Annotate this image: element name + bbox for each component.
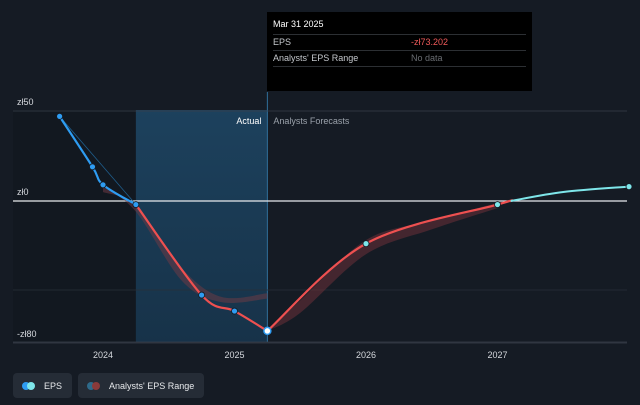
eps-point [231, 307, 238, 315]
eps-point [99, 181, 107, 189]
eps-line-negative [134, 203, 268, 332]
x-tick-label-0: 2024 [93, 350, 113, 360]
eps-point [89, 163, 96, 171]
series-lines [58, 115, 630, 332]
eps-point [56, 113, 64, 120]
forecast-point [625, 183, 633, 191]
legend-eps-range-label: Analysts' EPS Range [109, 380, 195, 391]
eps-point [132, 201, 140, 208]
eps-point [263, 326, 272, 336]
x-tick-label-3: 2027 [487, 350, 507, 360]
forecast-eps-range-band [267, 202, 498, 331]
legend-dot-secondary [92, 381, 101, 390]
hover-tooltip: Mar 31 2025 EPS -zł73.202 Analysts' EPS … [267, 12, 532, 91]
series-points [56, 113, 633, 336]
tooltip-eps-label: EPS [273, 37, 292, 47]
chart-legend: EPS Analysts' EPS Range [13, 373, 205, 398]
forecast-point [494, 201, 501, 208]
eps-legend-icon [22, 381, 38, 390]
forecast-line-positive [510, 185, 630, 202]
past-region [13, 110, 136, 342]
legend-dot-primary [87, 381, 96, 390]
legend-item-eps[interactable]: EPS [13, 373, 73, 398]
eps-range-bands [59, 116, 498, 331]
actual-highlight-region [135, 110, 268, 342]
eps-trend-line [59, 116, 137, 205]
actual-eps-range-band [103, 186, 268, 303]
y-tick-label-2: -zł80 [17, 329, 37, 339]
tooltip-range-value: No data [411, 53, 443, 63]
legend-dot-primary [22, 381, 30, 390]
forecast-line-negative [266, 199, 514, 332]
x-tick-label-1: 2025 [224, 350, 244, 360]
axis-labels: zł50 zł0 -zł80 2024 2025 2026 2027 Actual Analys… [17, 97, 508, 360]
y-tick-label-1: zł0 [17, 187, 29, 197]
tooltip-row-eps: EPS -zł73.202 [273, 34, 526, 50]
eps-range-legend-icon [87, 381, 103, 390]
x-tick-label-2: 2026 [356, 350, 376, 360]
legend-eps-label: EPS [44, 380, 63, 391]
tooltip-eps-value: -zł73.202 [411, 37, 449, 47]
actual-label: Actual [236, 116, 261, 126]
eps-point [198, 291, 206, 299]
legend-dot-secondary [27, 381, 35, 390]
chart-background [13, 92, 268, 342]
grid-lines [13, 110, 627, 344]
forecast-label: Analysts Forecasts [273, 116, 350, 126]
forecast-point [362, 240, 370, 248]
eps-line-positive [58, 115, 137, 206]
y-tick-label-0: zł50 [17, 97, 34, 107]
tooltip-range-label: Analysts' EPS Range [273, 53, 359, 63]
legend-item-eps-range[interactable]: Analysts' EPS Range [78, 373, 205, 398]
tooltip-row-range: Analysts' EPS Range No data [273, 50, 526, 67]
tooltip-date: Mar 31 2025 [273, 19, 324, 29]
